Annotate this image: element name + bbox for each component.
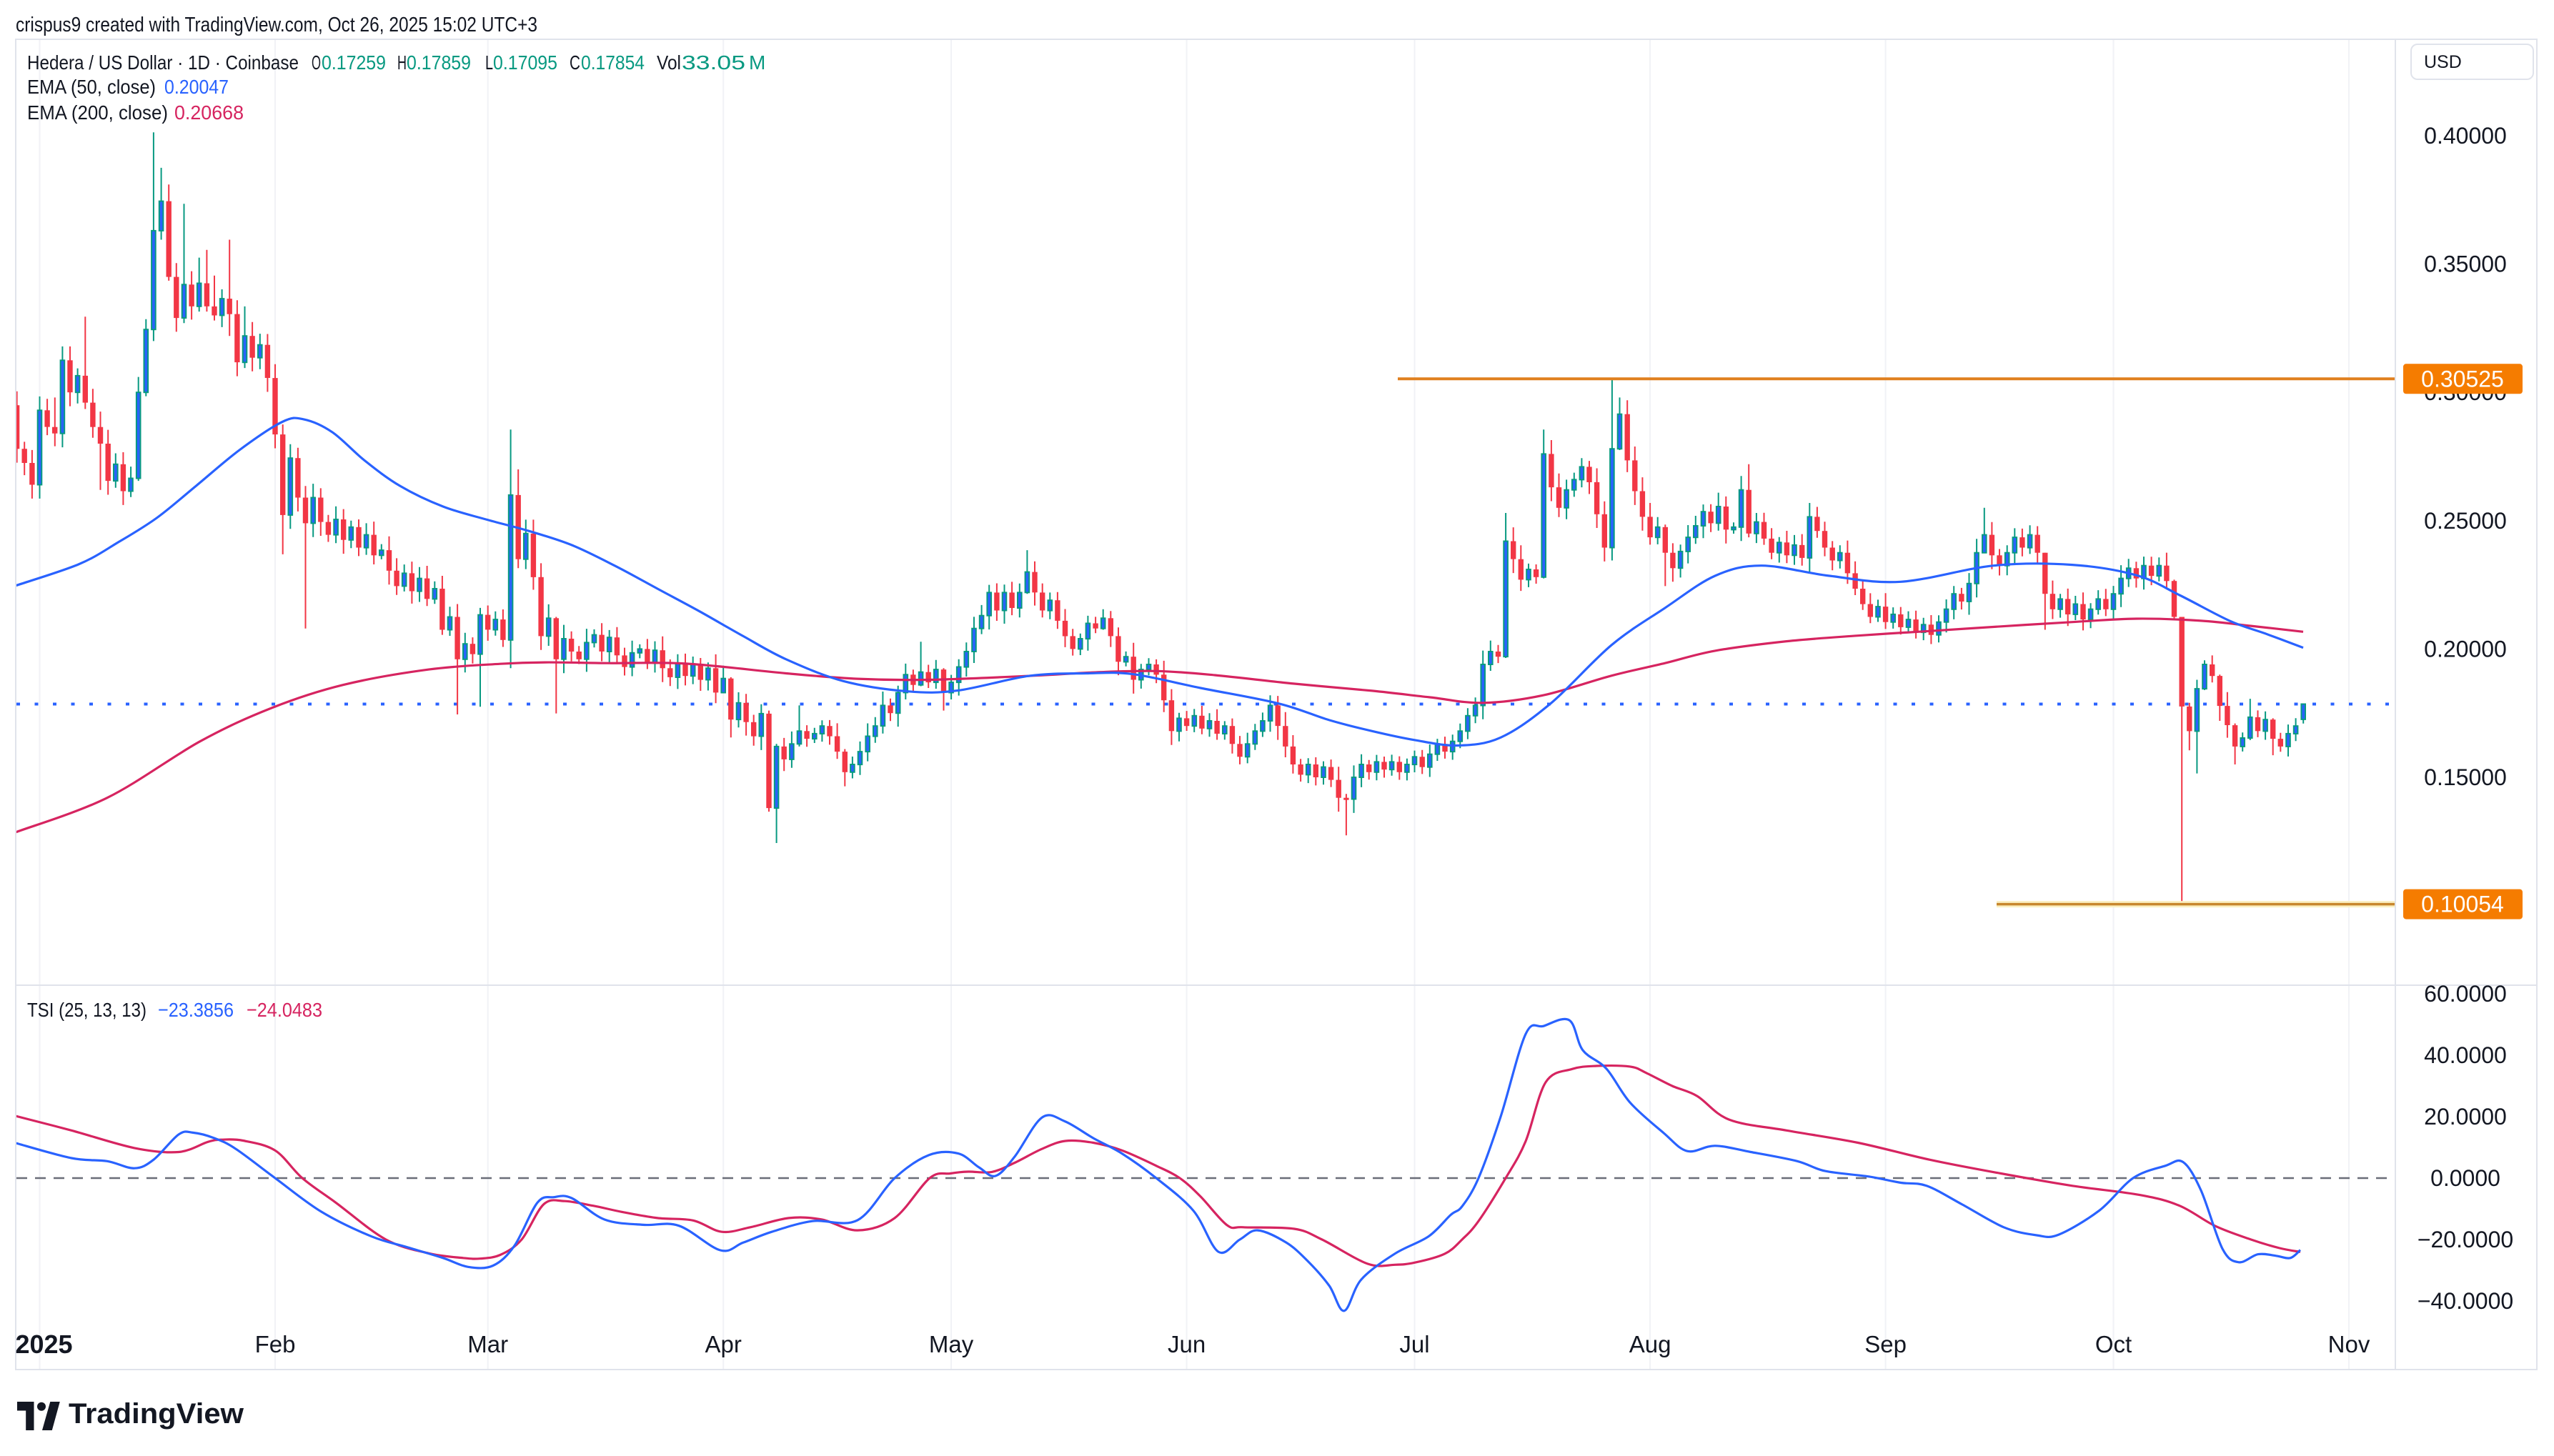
- svg-text:EMA (50, close)0.20047: EMA (50, close) 0.20047: [27, 76, 229, 98]
- svg-text:TSI (25, 13, 13)−23.3856−24.04: TSI (25, 13, 13) −23.3856 −24.0483: [27, 999, 322, 1021]
- svg-text:Mar: Mar: [467, 1331, 508, 1357]
- svg-text:0.15000: 0.15000: [2424, 764, 2507, 790]
- svg-text:0.20000: 0.20000: [2424, 636, 2507, 662]
- svg-text:EMA (200, close)0.20668: EMA (200, close) 0.20668: [27, 101, 244, 124]
- svg-text:−20.0000: −20.0000: [2418, 1227, 2513, 1252]
- svg-text:Aug: Aug: [1629, 1331, 1671, 1357]
- svg-text:crispus9 created with TradingV: crispus9 created with TradingView.com, O…: [16, 14, 537, 36]
- svg-text:0.0000: 0.0000: [2430, 1165, 2500, 1191]
- svg-text:40.0000: 40.0000: [2424, 1042, 2507, 1068]
- svg-text:Nov: Nov: [2328, 1331, 2370, 1357]
- svg-text:0.40000: 0.40000: [2424, 123, 2507, 149]
- svg-text:Feb: Feb: [255, 1331, 296, 1357]
- svg-text:Jun: Jun: [1168, 1331, 1206, 1357]
- svg-text:May: May: [929, 1331, 974, 1357]
- svg-text:0.30525: 0.30525: [2421, 366, 2504, 392]
- svg-text:Hedera / US Dollar · 1D · Coin: Hedera / US Dollar · 1D · Coinbase O0.172…: [27, 51, 765, 74]
- svg-text:20.0000: 20.0000: [2424, 1104, 2507, 1130]
- svg-text:Apr: Apr: [705, 1331, 742, 1357]
- svg-text:0.10054: 0.10054: [2421, 892, 2504, 917]
- svg-text:2025: 2025: [15, 1330, 72, 1359]
- svg-text:Jul: Jul: [1399, 1331, 1429, 1357]
- svg-text:Sep: Sep: [1864, 1331, 1907, 1357]
- svg-text:TradingView: TradingView: [69, 1398, 244, 1430]
- svg-text:0.25000: 0.25000: [2424, 508, 2507, 534]
- svg-text:USD: USD: [2424, 52, 2462, 72]
- svg-text:0.35000: 0.35000: [2424, 251, 2507, 277]
- svg-text:Oct: Oct: [2095, 1331, 2132, 1357]
- svg-text:60.0000: 60.0000: [2424, 981, 2507, 1007]
- svg-text:−40.0000: −40.0000: [2418, 1288, 2513, 1314]
